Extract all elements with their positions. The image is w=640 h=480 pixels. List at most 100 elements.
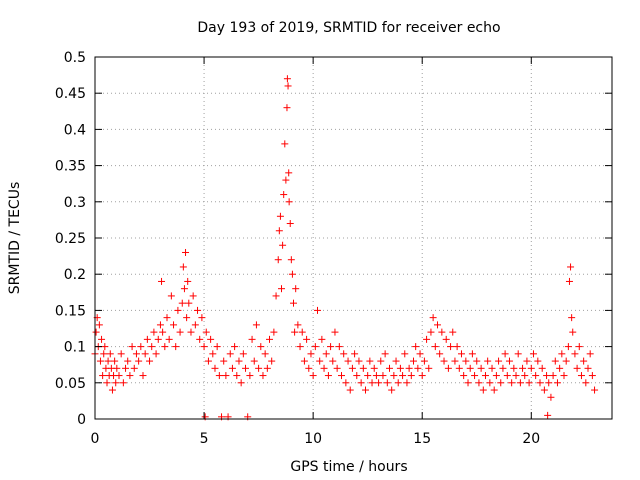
data-point — [423, 335, 431, 343]
data-point — [505, 357, 513, 365]
data-point — [418, 372, 426, 380]
data-point — [154, 335, 162, 343]
data-point — [288, 270, 296, 278]
data-point — [235, 357, 243, 365]
data-point — [139, 372, 147, 380]
data-point — [291, 328, 299, 336]
data-point — [170, 321, 178, 329]
data-point — [438, 328, 446, 336]
data-point — [179, 263, 187, 271]
data-point — [495, 357, 503, 365]
data-point — [178, 299, 186, 307]
data-point — [237, 379, 245, 387]
data-point — [381, 350, 389, 358]
data-point — [303, 335, 311, 343]
data-point — [314, 306, 322, 314]
data-point — [137, 343, 145, 351]
y-tick-label: 0.35 — [55, 159, 86, 175]
data-point — [226, 350, 234, 358]
data-point — [427, 328, 435, 336]
data-point — [567, 263, 575, 271]
data-point — [100, 350, 108, 358]
data-points — [91, 75, 599, 421]
x-tick-label: 0 — [91, 431, 100, 447]
data-point — [150, 328, 158, 336]
data-point — [128, 343, 136, 351]
data-point — [96, 357, 104, 365]
data-point — [564, 343, 572, 351]
data-point — [543, 372, 551, 380]
data-point — [508, 379, 516, 387]
data-point — [305, 364, 313, 372]
y-axis-label: SRMTID / TECUs — [7, 182, 23, 295]
data-point — [270, 328, 278, 336]
data-point — [261, 350, 269, 358]
data-point — [355, 357, 363, 365]
data-point — [399, 372, 407, 380]
data-point — [103, 379, 111, 387]
data-point — [580, 357, 588, 365]
data-point — [327, 343, 335, 351]
data-point — [184, 277, 192, 285]
data-point — [569, 328, 577, 336]
data-point — [255, 364, 263, 372]
data-point — [204, 357, 212, 365]
data-point — [385, 364, 393, 372]
data-point — [172, 343, 180, 351]
data-point — [281, 140, 289, 148]
data-point — [239, 350, 247, 358]
data-point — [309, 372, 317, 380]
data-point — [174, 306, 182, 314]
data-point — [573, 364, 581, 372]
data-point — [111, 357, 119, 365]
data-point — [207, 335, 215, 343]
data-point — [342, 379, 350, 387]
plot-frame — [94, 56, 613, 420]
data-point — [523, 357, 531, 365]
data-point — [420, 357, 428, 365]
data-point — [104, 357, 112, 365]
data-point — [497, 379, 505, 387]
data-point — [519, 364, 527, 372]
data-point — [282, 176, 290, 184]
data-point — [112, 379, 120, 387]
data-point — [202, 328, 210, 336]
data-point — [322, 350, 330, 358]
data-point — [119, 379, 127, 387]
data-point — [512, 372, 520, 380]
data-point — [124, 357, 132, 365]
data-point — [316, 357, 324, 365]
x-tick-label: 15 — [413, 431, 431, 447]
data-point — [324, 372, 332, 380]
data-point — [346, 386, 354, 394]
y-tick-label: 0.5 — [64, 50, 86, 66]
data-point — [250, 357, 258, 365]
data-point — [143, 335, 151, 343]
data-point — [183, 314, 191, 322]
data-point — [268, 357, 276, 365]
data-point — [263, 364, 271, 372]
data-point — [231, 343, 239, 351]
data-point — [433, 321, 441, 329]
data-point — [492, 372, 500, 380]
data-point — [556, 364, 564, 372]
data-point — [575, 343, 583, 351]
data-point — [558, 350, 566, 358]
data-point — [98, 335, 106, 343]
data-point — [276, 212, 284, 220]
data-point — [290, 299, 298, 307]
y-tick-label: 0 — [77, 412, 86, 428]
y-tick-label: 0.45 — [55, 86, 86, 102]
data-point — [565, 277, 573, 285]
data-point — [159, 328, 167, 336]
data-point — [335, 343, 343, 351]
data-point — [340, 350, 348, 358]
data-point — [490, 386, 498, 394]
data-point — [158, 277, 166, 285]
data-point — [486, 379, 494, 387]
data-point — [351, 350, 359, 358]
data-point — [283, 75, 291, 83]
data-point — [414, 364, 422, 372]
data-point — [547, 393, 555, 401]
data-point — [213, 343, 221, 351]
